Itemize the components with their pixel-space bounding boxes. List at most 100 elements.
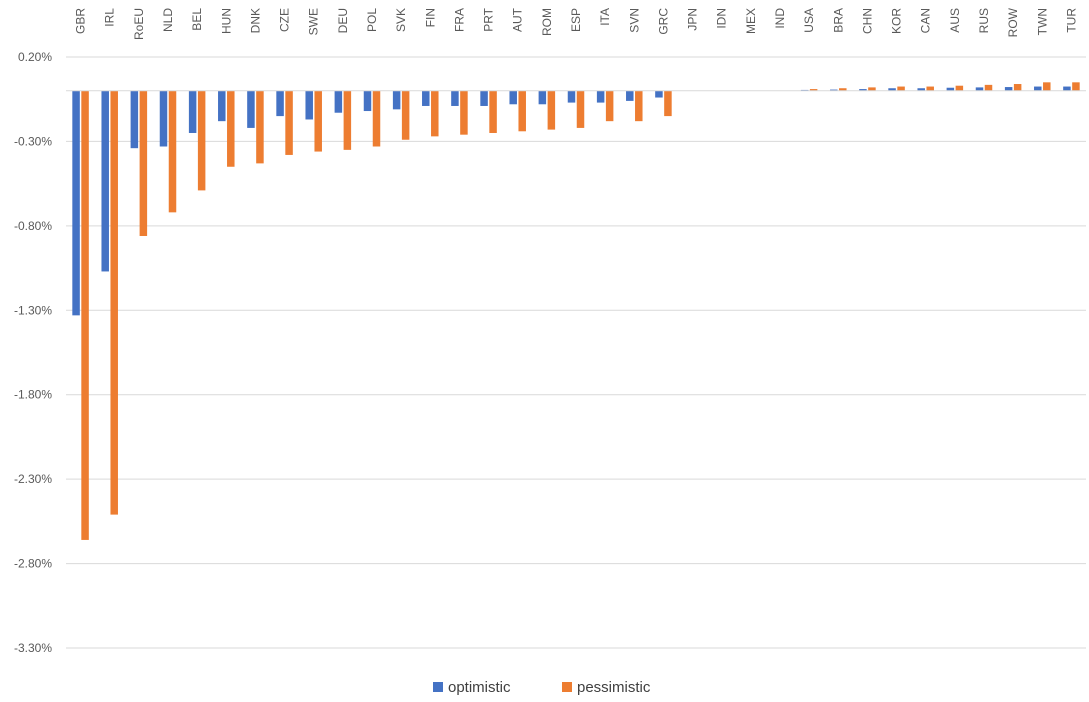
bars — [72, 82, 1080, 540]
y-tick-label: -3.30% — [14, 641, 52, 655]
y-tick-label: -1.30% — [14, 303, 52, 317]
bar-optimistic-grc — [655, 90, 663, 98]
bar-pessimistic-ita — [605, 90, 614, 122]
bar-pessimistic-row — [1013, 84, 1022, 91]
x-tick-label: RUS — [977, 8, 991, 33]
x-tick-label: HUN — [219, 8, 233, 34]
bar-optimistic-svn — [626, 90, 634, 101]
bar-optimistic-esp — [567, 90, 576, 103]
bar-pessimistic-bra — [839, 88, 847, 91]
x-tick-label: ROM — [540, 8, 554, 36]
x-tick-label: SWE — [307, 8, 321, 35]
bar-optimistic-ita — [596, 90, 605, 103]
bar-pessimistic-cze — [285, 90, 293, 155]
bar-pessimistic-aut — [518, 90, 526, 132]
x-tick-label: SVN — [627, 8, 641, 33]
bar-optimistic-dnk — [247, 90, 255, 128]
bar-optimistic-cze — [276, 90, 284, 117]
bar-optimistic-prt — [480, 90, 488, 106]
bar-optimistic-nld — [159, 90, 168, 147]
bar-pessimistic-irl — [110, 90, 118, 515]
x-tick-label: IND — [773, 8, 787, 29]
x-tick-label: BEL — [190, 8, 204, 31]
x-axis-categories: GBR IRL RoEU NLD BEL HUN DNK CZE SWE DEU POL SVK FIN… — [74, 7, 1079, 40]
legend-label-pessimistic: pessimistic — [577, 679, 651, 696]
bar-optimistic-tur — [1063, 86, 1071, 91]
x-tick-label: CZE — [278, 8, 292, 32]
bar-optimistic-roeu — [130, 90, 139, 149]
bar-optimistic-fra — [451, 90, 459, 106]
bar-pessimistic-svk — [401, 90, 410, 140]
bar-optimistic-hun — [218, 90, 226, 122]
bar-pessimistic-twn — [1043, 82, 1051, 91]
x-tick-label: GBR — [74, 8, 88, 34]
bar-optimistic-chn — [859, 89, 867, 91]
y-tick-label: 0.20% — [18, 50, 52, 64]
y-tick-label: -0.80% — [14, 219, 52, 233]
bar-pessimistic-rus — [984, 84, 993, 91]
bar-optimistic-deu — [334, 90, 343, 113]
bar-optimistic-irl — [101, 90, 109, 272]
bar-optimistic-bel — [188, 90, 197, 133]
bar-optimistic-can — [917, 88, 925, 91]
bar-pessimistic-rom — [547, 90, 556, 130]
y-axis-ticks: 0.20% -0.30% -0.80% -1.30% -1.80% -2.30% -2.80… — [14, 50, 52, 655]
bar-optimistic-rus — [975, 87, 984, 91]
bar-pessimistic-kor — [897, 86, 905, 91]
x-tick-label: CAN — [919, 8, 933, 33]
bar-pessimistic-esp — [576, 90, 585, 128]
bar-pessimistic-hun — [227, 90, 235, 167]
x-tick-label: MEX — [744, 8, 758, 34]
bar-optimistic-twn — [1034, 86, 1042, 91]
bar-optimistic-bra — [830, 89, 838, 91]
x-tick-label: FRA — [452, 8, 466, 32]
x-tick-label: RoEU — [132, 8, 146, 40]
gridlines — [66, 56, 1086, 649]
bar-pessimistic-aus — [955, 85, 964, 91]
bar-pessimistic-gbr — [81, 90, 89, 540]
x-tick-label: DEU — [336, 8, 350, 33]
x-tick-label: ITA — [598, 8, 612, 26]
bar-pessimistic-chn — [868, 87, 876, 91]
bar-pessimistic-swe — [314, 90, 322, 152]
x-tick-label: ESP — [569, 8, 583, 32]
x-tick-label: BRA — [831, 8, 845, 33]
bar-pessimistic-fra — [460, 90, 468, 135]
bar-optimistic-svk — [392, 90, 401, 110]
y-tick-label: -1.80% — [14, 388, 52, 402]
x-tick-label: AUT — [511, 7, 525, 32]
bar-optimistic-aut — [509, 90, 517, 105]
x-tick-label: IDN — [715, 8, 729, 29]
x-tick-label: USA — [802, 8, 816, 33]
bar-pessimistic-deu — [343, 90, 352, 150]
bar-optimistic-gbr — [72, 90, 80, 316]
bar-pessimistic-fin — [431, 90, 439, 137]
bar-pessimistic-pol — [372, 90, 381, 147]
x-tick-label: POL — [365, 8, 379, 32]
y-tick-label: -2.30% — [14, 472, 52, 486]
bar-pessimistic-svn — [635, 90, 643, 122]
bar-pessimistic-grc — [664, 90, 672, 117]
x-tick-label: NLD — [161, 8, 175, 32]
x-tick-label: IRL — [103, 8, 117, 27]
bar-optimistic-swe — [305, 90, 313, 120]
x-tick-label: DNK — [248, 8, 262, 33]
x-tick-label: KOR — [890, 8, 904, 34]
bar-pessimistic-dnk — [256, 90, 264, 164]
x-tick-label: TUR — [1064, 8, 1078, 33]
bar-optimistic-kor — [888, 88, 896, 91]
bar-pessimistic-tur — [1072, 82, 1080, 91]
legend: optimistic pessimistic — [433, 679, 651, 696]
bar-pessimistic-roeu — [139, 90, 148, 236]
x-tick-label: GRC — [656, 8, 670, 35]
x-tick-label: CHN — [860, 8, 874, 34]
legend-swatch-optimistic — [433, 682, 443, 692]
bar-pessimistic-usa — [809, 89, 818, 91]
x-tick-label: PRT — [482, 7, 496, 31]
bar-optimistic-row — [1004, 87, 1013, 91]
x-tick-label: JPN — [686, 8, 700, 31]
x-tick-label: SVK — [394, 8, 408, 32]
bar-optimistic-rom — [538, 90, 547, 105]
